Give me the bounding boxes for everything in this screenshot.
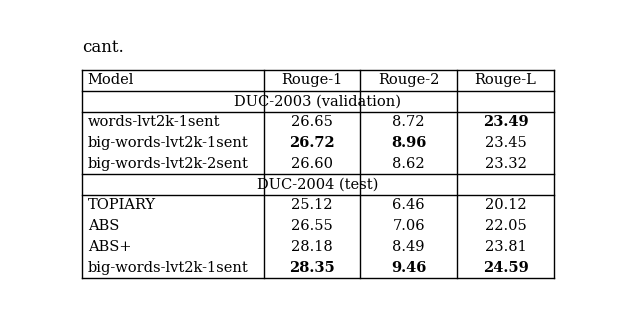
Text: ABS: ABS — [88, 219, 119, 233]
Text: DUC-2004 (test): DUC-2004 (test) — [257, 177, 379, 191]
Text: 8.96: 8.96 — [391, 136, 426, 150]
Text: 26.60: 26.60 — [291, 157, 333, 171]
Text: words-lvt2k-1sent: words-lvt2k-1sent — [88, 115, 220, 129]
Text: 6.46: 6.46 — [392, 198, 425, 212]
Text: 23.81: 23.81 — [485, 240, 527, 254]
Text: 24.59: 24.59 — [483, 261, 528, 275]
Text: 8.62: 8.62 — [392, 157, 425, 171]
Text: Rouge-L: Rouge-L — [475, 73, 536, 87]
Text: 26.65: 26.65 — [291, 115, 333, 129]
Text: 8.72: 8.72 — [392, 115, 425, 129]
Text: cant.: cant. — [82, 39, 124, 57]
Text: Model: Model — [88, 73, 134, 87]
Text: big-words-lvt2k-1sent: big-words-lvt2k-1sent — [88, 261, 248, 275]
Text: big-words-lvt2k-2sent: big-words-lvt2k-2sent — [88, 157, 248, 171]
Text: 22.05: 22.05 — [485, 219, 527, 233]
Text: 26.55: 26.55 — [291, 219, 333, 233]
Text: 28.35: 28.35 — [289, 261, 335, 275]
Text: 28.18: 28.18 — [291, 240, 333, 254]
Text: 23.32: 23.32 — [485, 157, 527, 171]
Text: 25.12: 25.12 — [291, 198, 332, 212]
Text: 20.12: 20.12 — [485, 198, 527, 212]
Text: 9.46: 9.46 — [391, 261, 426, 275]
Text: 23.49: 23.49 — [483, 115, 528, 129]
Text: 23.45: 23.45 — [485, 136, 527, 150]
Text: TOPIARY: TOPIARY — [88, 198, 156, 212]
Text: big-words-lvt2k-1sent: big-words-lvt2k-1sent — [88, 136, 248, 150]
Text: 26.72: 26.72 — [289, 136, 335, 150]
Text: DUC-2003 (validation): DUC-2003 (validation) — [234, 94, 402, 108]
Text: ABS+: ABS+ — [88, 240, 131, 254]
Text: Rouge-1: Rouge-1 — [281, 73, 342, 87]
Text: 7.06: 7.06 — [392, 219, 425, 233]
Text: 8.49: 8.49 — [392, 240, 425, 254]
Text: Rouge-2: Rouge-2 — [378, 73, 439, 87]
